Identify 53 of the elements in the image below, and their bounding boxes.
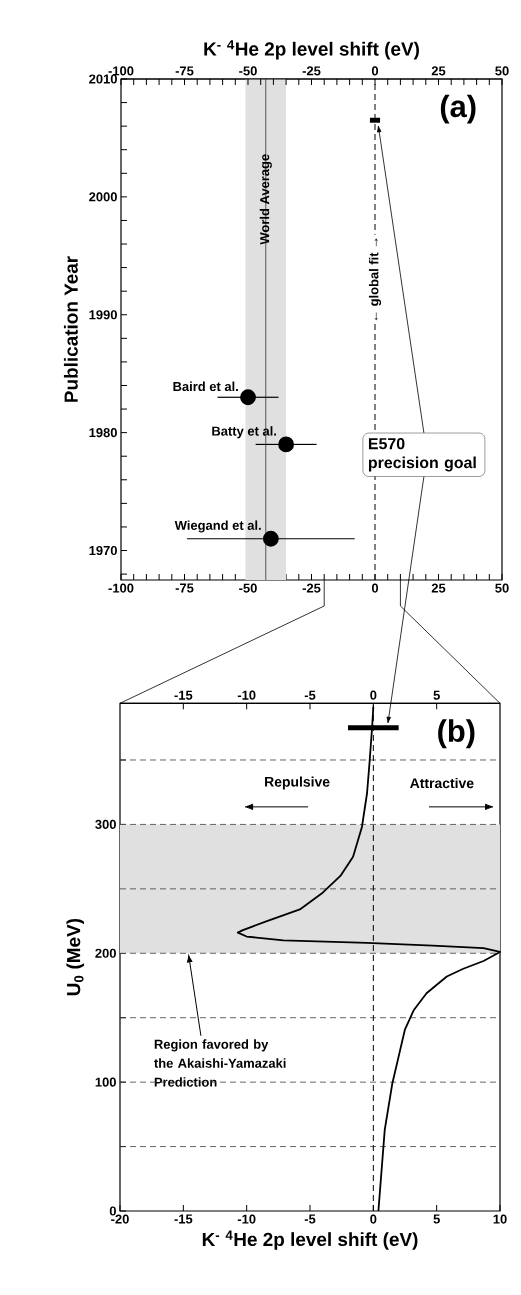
x2-tick-label: -15	[174, 690, 193, 700]
x-tick-label: -15	[174, 1214, 193, 1224]
x-tick-label: -50	[239, 583, 257, 593]
point	[240, 389, 256, 406]
y-tick-label: 1980	[89, 428, 117, 438]
x2-tick-label: -100	[108, 66, 134, 76]
x2-tick-label: -75	[175, 66, 194, 76]
point	[278, 436, 294, 453]
x2-tick-label: 25	[431, 66, 446, 76]
x-tick-label: -20	[111, 1214, 129, 1224]
x2-tick-label: -50	[239, 66, 257, 76]
x-tick-label: 0	[371, 583, 379, 593]
y-tick-label: 200	[95, 948, 116, 958]
series-label: Batty et al.	[212, 426, 276, 439]
annotation: (b)	[438, 719, 475, 749]
x-tick-label: 10	[493, 1214, 507, 1224]
x2-tick-label: 5	[433, 690, 440, 700]
y-tick-label: 300	[95, 819, 116, 830]
y-tick-label: 2000	[89, 192, 117, 202]
x-tick-label: -10	[237, 1214, 256, 1224]
series-label: Wiegand et al.	[174, 520, 261, 533]
x2-tick-label: -10	[237, 690, 256, 700]
ref-line-label: ← global fit →	[368, 238, 382, 321]
annotation: Repulsive	[265, 776, 330, 790]
x2-tick-label: 0	[370, 690, 377, 700]
y-tick-label: 1970	[89, 545, 117, 556]
x-tick-label: 25	[431, 583, 446, 593]
x-tick-label: -100	[108, 583, 134, 593]
x2-tick-label: 0	[371, 66, 379, 76]
y-tick-label: 0	[109, 1206, 116, 1216]
x2-tick-label: 50	[495, 66, 509, 76]
x2-tick-label: -25	[302, 66, 321, 76]
x2-axis-title: K$^{- 4}$He 2p level shift (eV)	[204, 40, 419, 60]
x-tick-label: -25	[302, 583, 321, 593]
x-tick-label: -5	[304, 1214, 316, 1224]
x-tick-label: 5	[433, 1214, 440, 1224]
band-label: Region favored by the Akaishi-Yamazaki Prediction	[154, 1039, 286, 1087]
point	[262, 530, 279, 547]
annotation: Attractive	[410, 777, 474, 789]
x-tick-label: 0	[370, 1214, 377, 1224]
ref-line-label: World Average	[259, 154, 272, 245]
y-tick-label: 1990	[89, 310, 117, 320]
x2-tick-label: -5	[304, 690, 316, 700]
y-axis-title: Publication Year	[63, 256, 78, 402]
x-axis-title: K$^{- 4}$He 2p level shift (eV)	[202, 1230, 418, 1250]
x-tick-label: -75	[175, 583, 194, 593]
y-axis-title: U$_{0}$ (MeV)	[66, 918, 85, 996]
y-tick-label: 100	[95, 1077, 116, 1087]
series-label: Baird et al.	[173, 381, 238, 392]
annotation: (a)	[440, 94, 476, 124]
y-tick-label: 2010	[89, 74, 117, 84]
x-tick-label: 50	[495, 583, 509, 593]
annotation: E570 precision goal	[368, 438, 476, 472]
